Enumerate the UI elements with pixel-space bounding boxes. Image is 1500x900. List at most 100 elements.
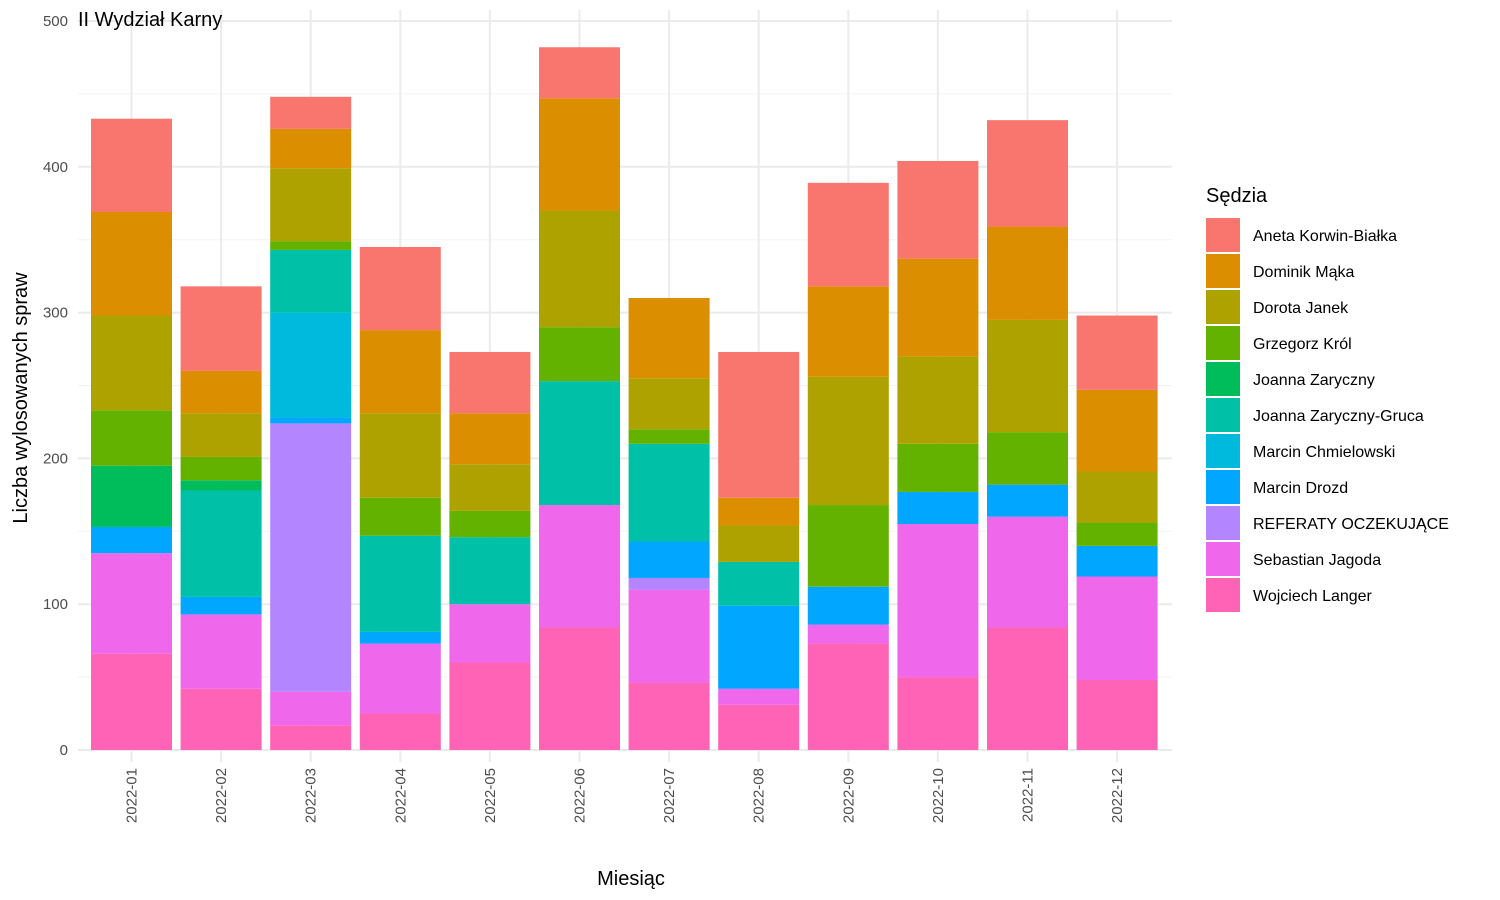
bar-segment bbox=[987, 226, 1068, 320]
y-tick-label: 500 bbox=[43, 13, 68, 30]
bar-segment bbox=[718, 351, 800, 498]
bar-segment bbox=[628, 429, 710, 444]
bar-segment bbox=[539, 98, 620, 211]
bar-segment bbox=[91, 653, 172, 750]
bar-segment bbox=[270, 96, 352, 129]
x-tick-label: 2022-11 bbox=[1020, 768, 1037, 822]
legend-label: Sebastian Jagoda bbox=[1253, 552, 1381, 569]
bar-segment bbox=[807, 286, 889, 377]
bar-segment bbox=[628, 577, 710, 590]
bar-segment bbox=[180, 490, 262, 597]
bar-segment bbox=[718, 497, 800, 526]
bar-segment bbox=[628, 541, 710, 578]
legend-swatch bbox=[1206, 254, 1240, 288]
bar-segment bbox=[807, 182, 889, 287]
bar-segment bbox=[987, 319, 1068, 433]
x-tick-label: 2022-02 bbox=[213, 768, 230, 823]
bar-segment bbox=[897, 258, 979, 357]
legend-label: Joanna Zaryczny bbox=[1253, 372, 1375, 389]
bar-segment bbox=[270, 423, 352, 692]
x-tick-label: 2022-09 bbox=[840, 768, 857, 823]
bar-segment bbox=[1076, 576, 1158, 681]
legend-swatch bbox=[1206, 290, 1240, 324]
x-tick-label: 2022-06 bbox=[572, 768, 589, 823]
bar-segment bbox=[91, 118, 172, 212]
bar-segment bbox=[539, 381, 620, 506]
x-axis-title: Miesiąc bbox=[597, 868, 665, 890]
bar-segment bbox=[807, 643, 889, 750]
bar-segment bbox=[628, 298, 710, 379]
bar-segment bbox=[449, 662, 531, 750]
bar-segment bbox=[91, 315, 172, 411]
bar-segment bbox=[718, 525, 800, 562]
bar-segment bbox=[807, 376, 889, 506]
legend-title: Sędzia bbox=[1206, 185, 1268, 207]
bar-segment bbox=[718, 688, 800, 705]
bar-segment bbox=[180, 370, 262, 414]
y-tick-label: 400 bbox=[43, 159, 68, 176]
x-tick-label: 2022-10 bbox=[930, 768, 947, 823]
y-tick-label: 300 bbox=[43, 305, 68, 322]
bar-segment bbox=[539, 505, 620, 628]
bar-segment bbox=[270, 725, 352, 750]
bar-segment bbox=[718, 704, 800, 750]
bar-segment bbox=[987, 627, 1068, 750]
bar-segment bbox=[449, 464, 531, 511]
bar-segment bbox=[270, 312, 352, 418]
legend-label: Marcin Drozd bbox=[1253, 480, 1348, 497]
bar-segment bbox=[91, 465, 172, 527]
bar-segment bbox=[987, 516, 1068, 628]
bar-segment bbox=[449, 413, 531, 465]
bar-segment bbox=[807, 624, 889, 644]
bar-segment bbox=[628, 378, 710, 430]
bar-segment bbox=[897, 677, 979, 750]
bar-segment bbox=[449, 537, 531, 605]
legend-label: Dominik Mąka bbox=[1253, 264, 1354, 281]
bar-segment bbox=[180, 413, 262, 457]
bar-segment bbox=[180, 286, 262, 371]
bar-segment bbox=[270, 128, 352, 169]
bar-segment bbox=[270, 417, 352, 424]
legend: Sędzia Aneta Korwin-Białka Dominik Mąka Do… bbox=[1206, 185, 1449, 612]
bar-segment bbox=[539, 627, 620, 750]
bar-segment bbox=[180, 688, 262, 750]
x-tick-label: 2022-01 bbox=[124, 768, 141, 823]
bar-segment bbox=[987, 432, 1068, 485]
legend-label: Wojciech Langer bbox=[1253, 588, 1373, 605]
bar-segment bbox=[897, 443, 979, 492]
bar-segment bbox=[359, 413, 441, 498]
bar-segment bbox=[91, 553, 172, 654]
bar-segment bbox=[449, 510, 531, 538]
bar-segment bbox=[180, 596, 262, 615]
legend-swatch bbox=[1206, 434, 1240, 468]
legend-swatch bbox=[1206, 542, 1240, 576]
bar-segment bbox=[987, 120, 1068, 227]
bar-segment bbox=[359, 497, 441, 536]
chart-title: II Wydział Karny bbox=[78, 9, 222, 31]
legend-swatch bbox=[1206, 398, 1240, 432]
bar-segment bbox=[718, 605, 800, 689]
x-tick-label: 2022-03 bbox=[303, 768, 320, 823]
legend-swatch bbox=[1206, 578, 1240, 612]
x-tick-label: 2022-04 bbox=[392, 768, 409, 823]
bar-segment bbox=[270, 241, 352, 250]
y-tick-label: 100 bbox=[43, 596, 68, 613]
legend-label: Grzegorz Król bbox=[1253, 336, 1352, 353]
bar-segment bbox=[628, 443, 710, 542]
bar-segment bbox=[718, 561, 800, 606]
x-axis: 2022-01 2022-02 2022-03 2022-04 2022-05 2022-… bbox=[124, 768, 1127, 823]
bar-segment bbox=[180, 614, 262, 689]
bar-segment bbox=[897, 491, 979, 525]
legend-swatch bbox=[1206, 362, 1240, 396]
bar-segment bbox=[628, 682, 710, 750]
bar-segment bbox=[539, 210, 620, 328]
legend-swatch bbox=[1206, 506, 1240, 540]
bar-segment bbox=[628, 589, 710, 683]
bar-segment bbox=[359, 246, 441, 331]
bar-segment bbox=[807, 505, 889, 587]
bar-segment bbox=[270, 691, 352, 726]
bar-segment bbox=[1076, 389, 1158, 472]
x-tick-label: 2022-07 bbox=[661, 768, 678, 823]
legend-label: Marcin Chmielowski bbox=[1253, 444, 1395, 461]
bar-segment bbox=[449, 604, 531, 663]
